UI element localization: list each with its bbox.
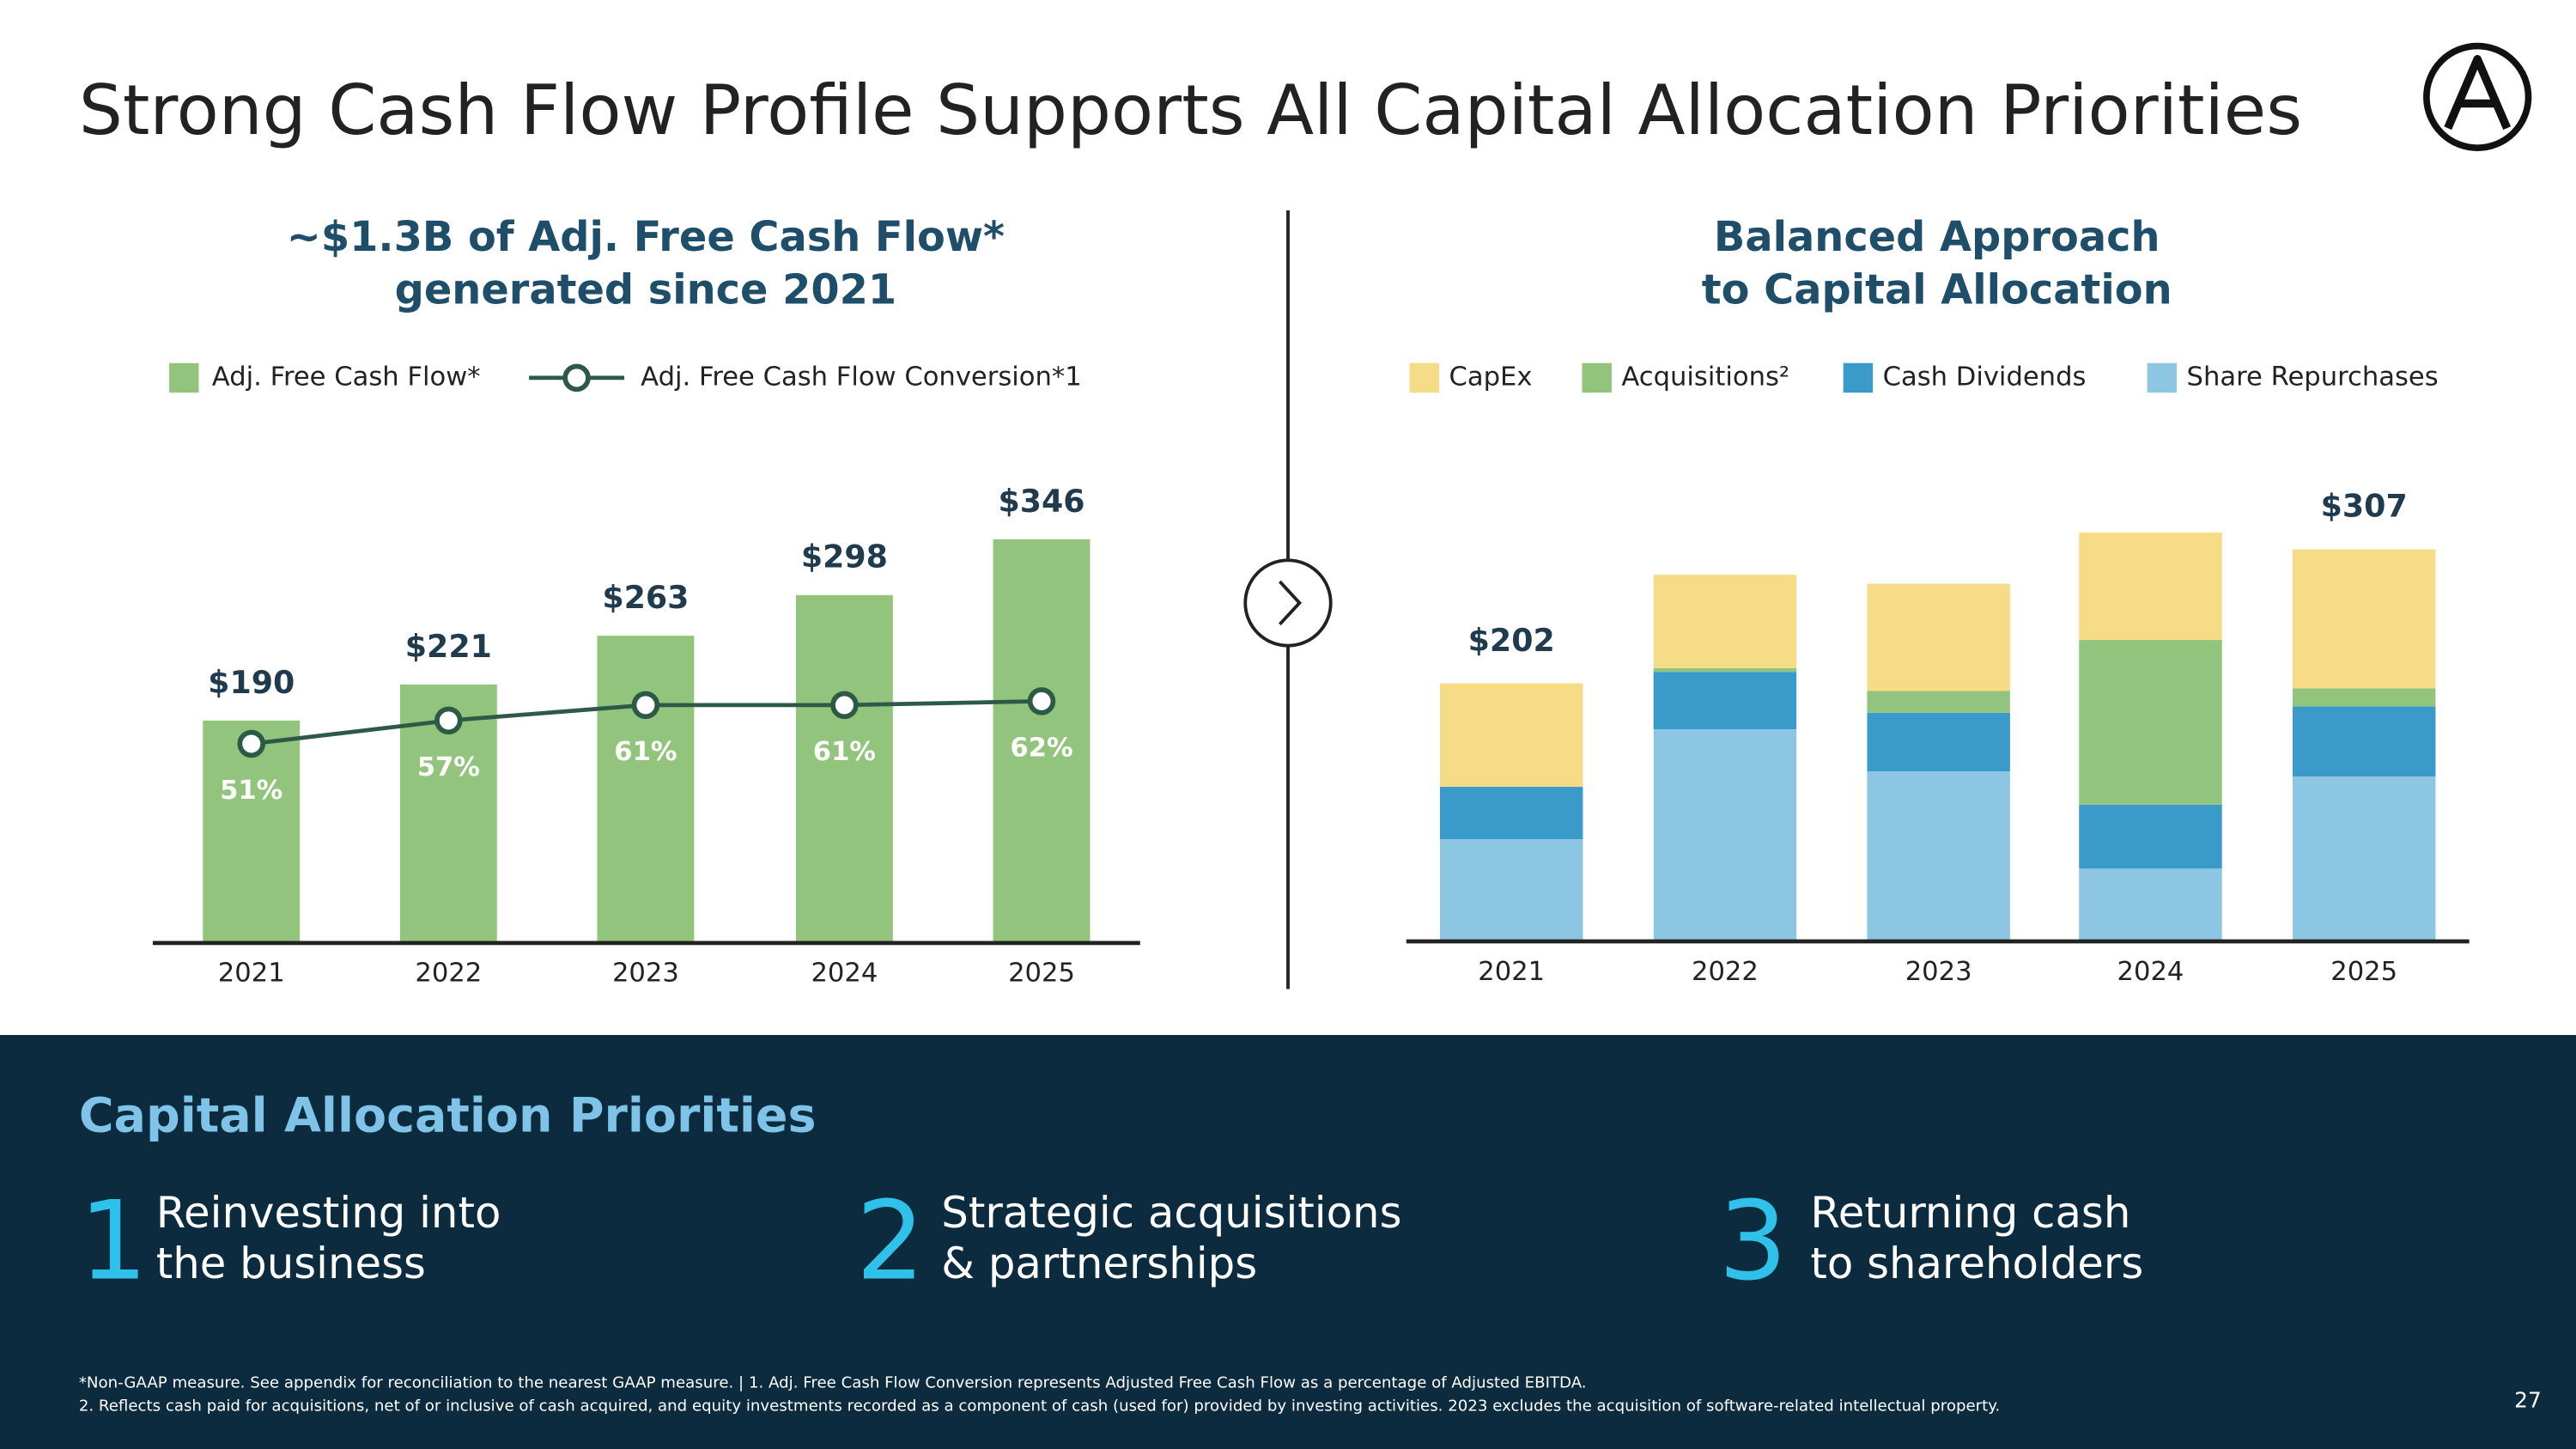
bar-segment — [1867, 771, 2010, 941]
bar-segment — [1653, 575, 1797, 668]
bar-segment — [2079, 640, 2222, 805]
bar-segment — [1653, 672, 1797, 730]
legend-swatch — [1582, 362, 1612, 393]
priority-number: 3 — [1718, 1178, 1787, 1304]
bar-segment — [2292, 706, 2436, 777]
line-marker — [434, 706, 463, 735]
x-tick-label: 2024 — [811, 959, 878, 989]
chart-title: ~$1.3B of Adj. Free Cash Flow* — [287, 214, 1005, 261]
bar — [597, 636, 695, 941]
bar-value-label: $298 — [801, 539, 888, 575]
priority-text: to shareholders — [1810, 1239, 2143, 1288]
line-marker — [237, 729, 265, 758]
footnote: *Non-GAAP measure. See appendix for reco… — [79, 1373, 1587, 1391]
priorities-title: Capital Allocation Priorities — [79, 1089, 817, 1144]
legend-label: CapEx — [1449, 362, 1533, 392]
bar-segment — [1867, 712, 2010, 772]
chart-title: to Capital Allocation — [1702, 266, 2172, 314]
bar-value-label: $263 — [602, 579, 689, 616]
x-tick-label: 2022 — [1692, 957, 1759, 987]
footnote: 2. Reflects cash paid for acquisitions, … — [79, 1397, 2000, 1415]
bar — [795, 594, 893, 941]
bar-value-label: $221 — [405, 628, 492, 665]
legend-label: Cash Dividends — [1883, 362, 2087, 392]
line-value-label: 62% — [1010, 733, 1072, 763]
total-label: $307 — [2321, 488, 2408, 525]
bar-value-label: $346 — [998, 483, 1084, 520]
bar-segment — [1653, 729, 1797, 941]
legend-label: Acquisitions² — [1621, 362, 1789, 392]
chart-title: Balanced Approach — [1714, 214, 2160, 261]
x-tick-label: 2023 — [612, 959, 679, 989]
legend-label: Adj. Free Cash Flow Conversion*1 — [641, 362, 1081, 392]
footer-panel — [0, 1035, 2576, 1449]
bar — [993, 539, 1091, 941]
priority-text: the business — [156, 1239, 426, 1288]
total-label: $202 — [1468, 622, 1555, 659]
legend-swatch — [2147, 362, 2178, 393]
bar-segment — [2079, 804, 2222, 869]
line-marker — [631, 691, 660, 720]
line-marker — [830, 691, 859, 720]
x-tick-label: 2025 — [2330, 957, 2397, 987]
x-tick-label: 2021 — [1478, 957, 1545, 987]
priority-text: Returning cash — [1810, 1188, 2130, 1238]
legend-label: Adj. Free Cash Flow* — [212, 362, 481, 392]
bar-segment — [2292, 688, 2436, 707]
bar-value-label: $190 — [208, 664, 295, 701]
bar-segment — [2292, 776, 2436, 941]
bar-segment — [1439, 787, 1583, 840]
bar-segment — [2292, 549, 2436, 689]
legend-swatch — [1409, 362, 1440, 393]
chart-title: generated since 2021 — [395, 266, 897, 314]
priority-text: Strategic acquisitions — [941, 1188, 1401, 1238]
logo — [2423, 42, 2532, 151]
bar-segment — [2079, 533, 2222, 641]
x-tick-label: 2022 — [415, 959, 482, 989]
x-tick-label: 2023 — [1905, 957, 1972, 987]
line-value-label: 61% — [614, 737, 677, 767]
bar-segment — [1439, 839, 1583, 941]
line-marker — [1027, 687, 1056, 715]
slide-title: Strong Cash Flow Profile Supports All Ca… — [79, 70, 2302, 150]
x-tick-label: 2024 — [2117, 957, 2184, 987]
bar-segment — [1653, 667, 1797, 673]
bar-segment — [1867, 583, 2010, 691]
line-value-label: 57% — [417, 752, 480, 782]
legend-swatch — [169, 362, 199, 393]
priority-text: Reinvesting into — [156, 1188, 501, 1238]
legend-label: Share Repurchases — [2187, 362, 2439, 392]
line-value-label: 61% — [813, 737, 876, 767]
bar-segment — [1439, 683, 1583, 788]
page-number: 27 — [2514, 1388, 2542, 1413]
priority-number: 1 — [79, 1178, 148, 1304]
legend-marker — [562, 363, 591, 393]
priority-text: & partnerships — [941, 1239, 1257, 1288]
x-tick-label: 2025 — [1008, 959, 1075, 989]
x-tick-label: 2021 — [218, 959, 285, 989]
legend-swatch — [1843, 362, 1874, 393]
bar-segment — [2079, 868, 2222, 941]
priority-number: 2 — [856, 1178, 925, 1304]
arrow-circle — [1243, 558, 1333, 648]
bar-segment — [1867, 691, 2010, 713]
arrow-chevron — [1279, 580, 1302, 626]
line-value-label: 51% — [220, 776, 283, 806]
